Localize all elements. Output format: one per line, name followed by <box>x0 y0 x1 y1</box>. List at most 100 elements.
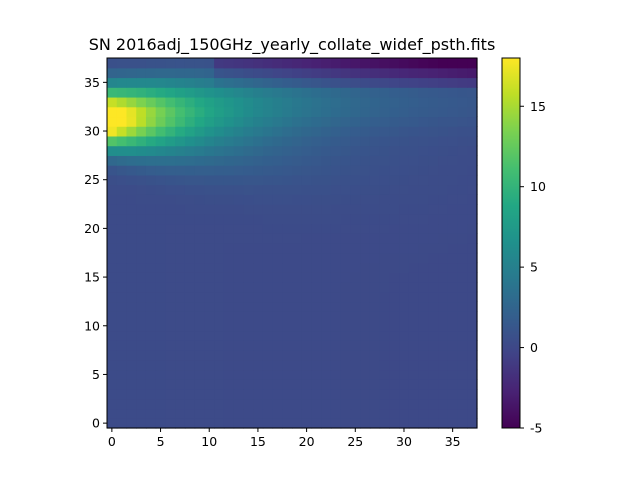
heatmap-cell <box>165 87 176 98</box>
heatmap-cell <box>438 106 449 118</box>
heatmap-cell <box>321 126 332 137</box>
heatmap-cell <box>253 398 264 410</box>
heatmap-cell <box>126 252 137 264</box>
heatmap-cell <box>282 340 293 351</box>
heatmap-cell <box>175 272 186 283</box>
heatmap-cell <box>233 135 244 147</box>
heatmap-cell <box>107 330 118 341</box>
heatmap-cell <box>126 194 137 205</box>
heatmap-cell <box>262 174 274 186</box>
heatmap-cell <box>272 330 283 341</box>
heatmap-cell <box>223 350 235 361</box>
heatmap-cell <box>243 398 254 410</box>
heatmap-cell <box>418 262 429 273</box>
heatmap-cell <box>467 165 478 176</box>
heatmap-cell <box>408 67 420 79</box>
heatmap-cell <box>418 272 429 283</box>
heatmap-cell <box>292 359 303 371</box>
heatmap-cell <box>233 408 244 419</box>
heatmap-cell <box>107 87 118 98</box>
heatmap-cell <box>350 67 361 79</box>
heatmap-cell <box>399 145 410 156</box>
heatmap-cell <box>204 213 215 225</box>
heatmap-cell <box>282 389 293 400</box>
heatmap-cell <box>282 67 293 79</box>
heatmap-cell <box>243 233 254 244</box>
heatmap-cell <box>272 379 283 390</box>
heatmap-cell <box>204 398 215 410</box>
heatmap-cell <box>165 408 176 419</box>
heatmap-cell <box>175 291 186 303</box>
heatmap-cell <box>184 418 196 429</box>
heatmap-cell <box>175 359 186 371</box>
heatmap-cell <box>379 106 390 118</box>
heatmap-cell <box>399 340 410 351</box>
heatmap-cell <box>126 135 137 147</box>
heatmap-cell <box>467 58 478 69</box>
heatmap-cell <box>262 408 274 419</box>
heatmap-cell <box>340 194 352 205</box>
heatmap-cell <box>243 155 254 166</box>
heatmap-cell <box>272 389 283 400</box>
heatmap-cell <box>350 418 361 429</box>
heatmap-cell <box>292 106 303 118</box>
heatmap-cell <box>272 301 283 312</box>
heatmap-cell <box>194 165 205 176</box>
heatmap-cell <box>116 213 128 225</box>
heatmap-cell <box>311 311 322 322</box>
heatmap-cell <box>282 126 293 137</box>
heatmap-cell <box>360 389 371 400</box>
heatmap-cell <box>360 408 371 419</box>
heatmap-cell <box>467 135 478 147</box>
heatmap-cell <box>467 301 478 312</box>
heatmap-cell <box>223 194 235 205</box>
heatmap-cell <box>350 116 361 127</box>
heatmap-cell <box>438 272 449 283</box>
heatmap-cell <box>369 320 381 332</box>
heatmap-cell <box>438 116 449 127</box>
heatmap-cell <box>399 116 410 127</box>
heatmap-cell <box>253 369 264 380</box>
heatmap-cell <box>175 58 186 69</box>
heatmap-cell <box>438 281 449 293</box>
heatmap-cell <box>379 398 390 410</box>
heatmap-cell <box>360 252 371 264</box>
heatmap-cell <box>311 262 322 273</box>
heatmap-cell <box>321 96 332 108</box>
heatmap-cell <box>184 262 196 273</box>
heatmap-cell <box>418 145 429 156</box>
heatmap-cell <box>243 145 254 156</box>
heatmap-cell <box>447 77 459 88</box>
heatmap-cell <box>321 350 332 361</box>
heatmap-cell <box>194 77 205 88</box>
heatmap-cell <box>107 359 118 371</box>
heatmap-cell <box>438 145 449 156</box>
heatmap-cell <box>223 369 235 380</box>
heatmap-cell <box>282 243 293 254</box>
heatmap-cell <box>330 194 342 205</box>
heatmap-cell <box>262 311 274 322</box>
heatmap-cell <box>155 262 167 273</box>
heatmap-cell <box>340 204 352 215</box>
heatmap-cell <box>204 281 215 293</box>
heatmap-cell <box>340 262 352 273</box>
heatmap-cell <box>116 272 128 283</box>
heatmap-cell <box>301 311 313 322</box>
heatmap-cell <box>418 281 429 293</box>
heatmap-cell <box>233 155 244 166</box>
heatmap-cell <box>311 350 322 361</box>
heatmap-cell <box>136 272 147 283</box>
heatmap-cell <box>126 67 137 79</box>
heatmap-cell <box>126 213 137 225</box>
heatmap-cell <box>438 155 449 166</box>
heatmap-cell <box>233 398 244 410</box>
heatmap-cell <box>107 96 118 108</box>
heatmap-cell <box>116 330 128 341</box>
heatmap-cell <box>204 369 215 380</box>
heatmap-cell <box>175 311 186 322</box>
heatmap-cell <box>369 330 381 341</box>
heatmap-cell <box>340 58 352 69</box>
heatmap-cell <box>311 87 322 98</box>
heatmap-cell <box>428 184 439 195</box>
heatmap-cell <box>145 204 157 215</box>
